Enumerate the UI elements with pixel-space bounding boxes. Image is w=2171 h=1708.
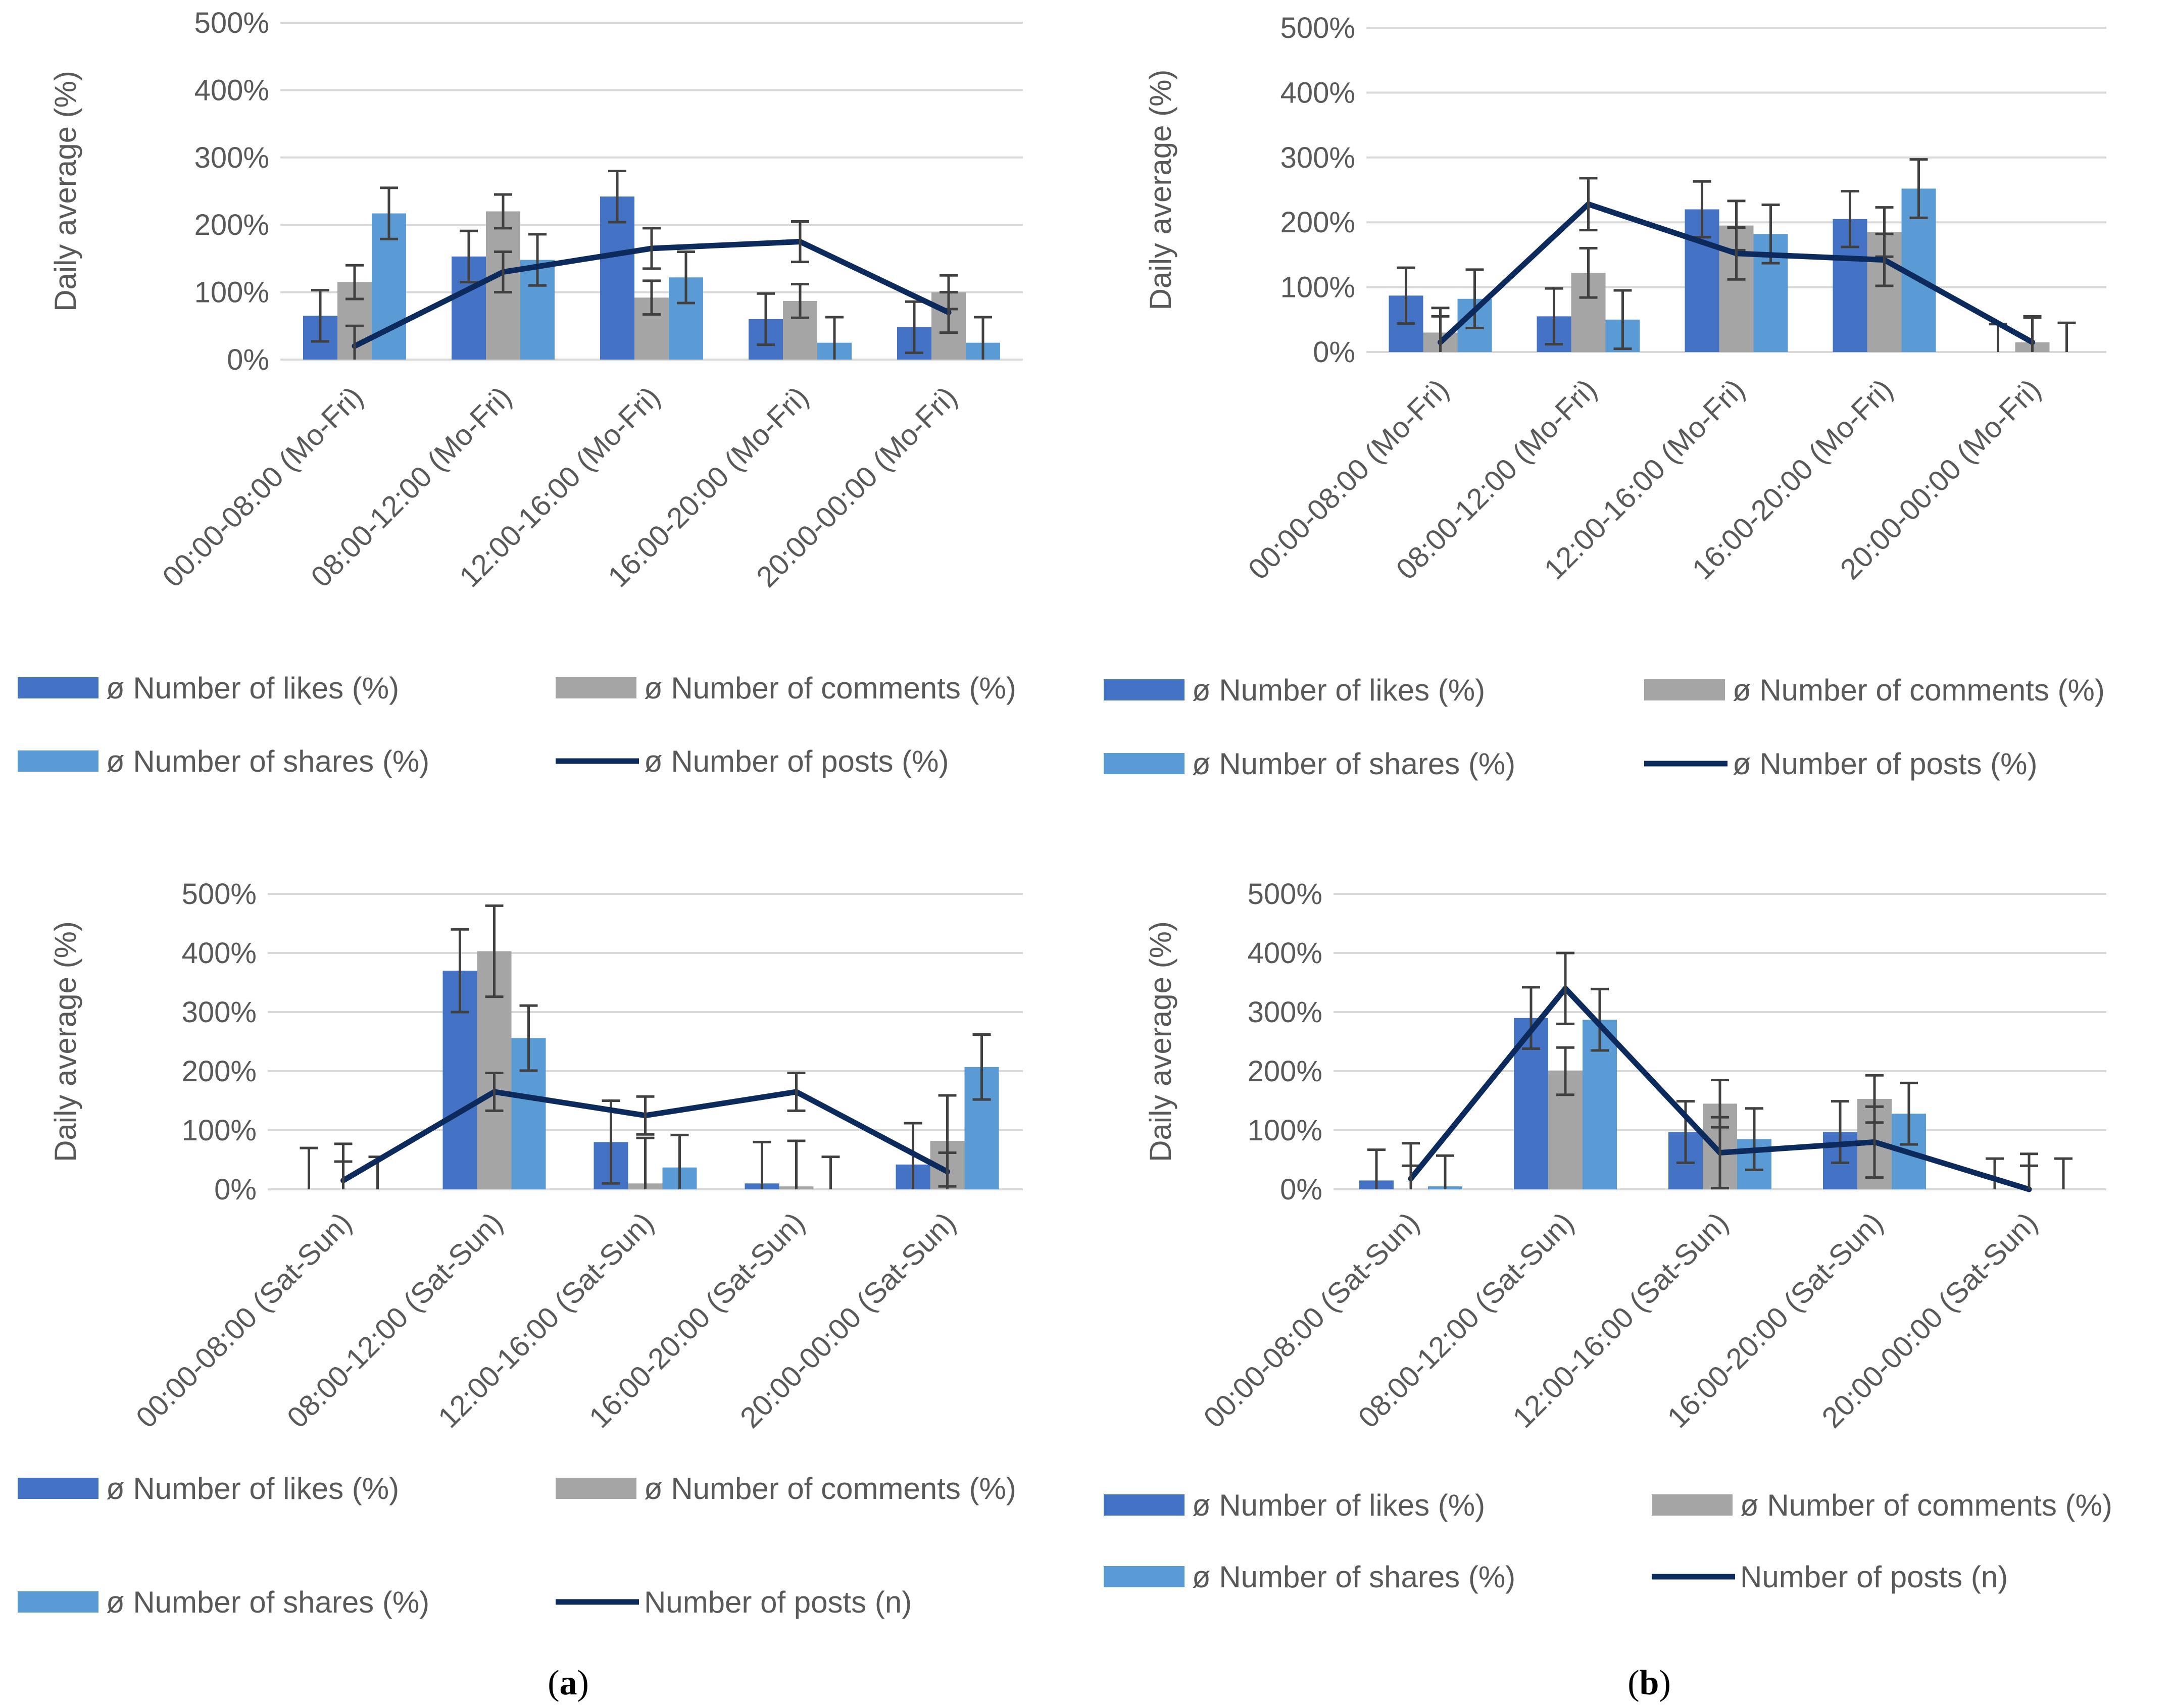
y-tick-label: 500%	[194, 7, 269, 39]
y-tick-label: 200%	[182, 1055, 257, 1088]
y-tick-label: 400%	[1248, 937, 1322, 970]
legend-swatch	[1104, 1494, 1185, 1516]
legend-swatch	[18, 750, 98, 772]
y-tick-label: 400%	[194, 74, 269, 107]
legend-swatch	[18, 1591, 98, 1613]
y-axis-label: Daily average (%)	[48, 921, 82, 1162]
chart-panel-a-top: 0%100%200%300%400%500%Daily average (%)0…	[18, 7, 1023, 778]
y-tick-label: 300%	[182, 996, 257, 1029]
legend-swatch	[18, 677, 98, 698]
y-tick-label: 0%	[227, 343, 269, 376]
y-tick-label: 0%	[1313, 336, 1355, 369]
legend-label: ø Number of shares (%)	[1192, 1560, 1515, 1594]
legend-swatch	[1652, 1494, 1733, 1516]
y-tick-label: 100%	[1248, 1114, 1322, 1147]
y-tick-label: 300%	[194, 141, 269, 174]
legend-label: ø Number of shares (%)	[1192, 747, 1515, 781]
y-tick-label: 300%	[1248, 996, 1322, 1029]
y-tick-label: 400%	[1280, 76, 1355, 109]
legend-swatch	[1104, 679, 1185, 700]
legend-label: ø Number of comments (%)	[1740, 1488, 2112, 1522]
y-tick-label: 400%	[182, 937, 257, 970]
chart-panel-b-top: 0%100%200%300%400%500%Daily average (%)0…	[1104, 12, 2106, 781]
legend-label: ø Number of shares (%)	[106, 744, 429, 778]
y-tick-label: 500%	[1280, 12, 1355, 44]
chart-panel-b-bottom: 0%100%200%300%400%500%Daily average (%)0…	[1104, 878, 2112, 1594]
y-axis-label: Daily average (%)	[1144, 921, 1177, 1162]
y-tick-label: 100%	[194, 276, 269, 309]
legend-label: ø Number of likes (%)	[1192, 673, 1485, 707]
legend-swatch	[18, 1478, 98, 1499]
legend-label: ø Number of comments (%)	[1733, 673, 2105, 707]
bar	[600, 196, 634, 360]
caption-a: (a)	[548, 1664, 589, 1702]
legend-label: ø Number of posts (%)	[644, 744, 949, 778]
chart-panels: 0% 100% 200% 300% 400% 500% Daily average (%) 0…	[18, 7, 2112, 1619]
legend-swatch	[1104, 1566, 1185, 1587]
y-tick-label: 100%	[1280, 271, 1355, 304]
chart-panel-a-bottom: 0%100%200%300%400%500%Daily average (%)0…	[18, 878, 1023, 1619]
legend-swatch	[556, 1478, 636, 1499]
caption-b: (b)	[1627, 1664, 1671, 1702]
legend-label: ø Number of likes (%)	[106, 671, 399, 705]
legend-swatch	[556, 677, 636, 698]
legend-label: ø Number of comments (%)	[644, 1472, 1016, 1505]
y-tick-label: 200%	[194, 209, 269, 241]
y-axis-label: Daily average (%)	[48, 71, 82, 312]
legend-label: ø Number of likes (%)	[106, 1472, 399, 1505]
legend-label: ø Number of posts (%)	[1733, 747, 2038, 781]
legend-swatch	[1644, 679, 1725, 700]
y-tick-label: 300%	[1280, 141, 1355, 174]
y-axis-label: Daily average (%)	[1144, 70, 1177, 311]
legend-label: ø Number of likes (%)	[1192, 1488, 1485, 1522]
y-tick-label: 500%	[182, 878, 257, 911]
y-tick-label: 100%	[182, 1114, 257, 1147]
legend-label: Number of posts (n)	[1740, 1560, 2008, 1594]
legend-swatch	[1104, 753, 1185, 774]
y-tick-label: 0%	[214, 1173, 257, 1206]
y-tick-label: 0%	[1280, 1173, 1322, 1206]
legend-label: Number of posts (n)	[644, 1585, 912, 1619]
legend-label: ø Number of shares (%)	[106, 1585, 429, 1619]
y-tick-label: 500%	[1248, 878, 1322, 911]
y-tick-label: 200%	[1248, 1055, 1322, 1088]
legend-label: ø Number of comments (%)	[644, 671, 1016, 705]
y-tick-label: 200%	[1280, 206, 1355, 239]
